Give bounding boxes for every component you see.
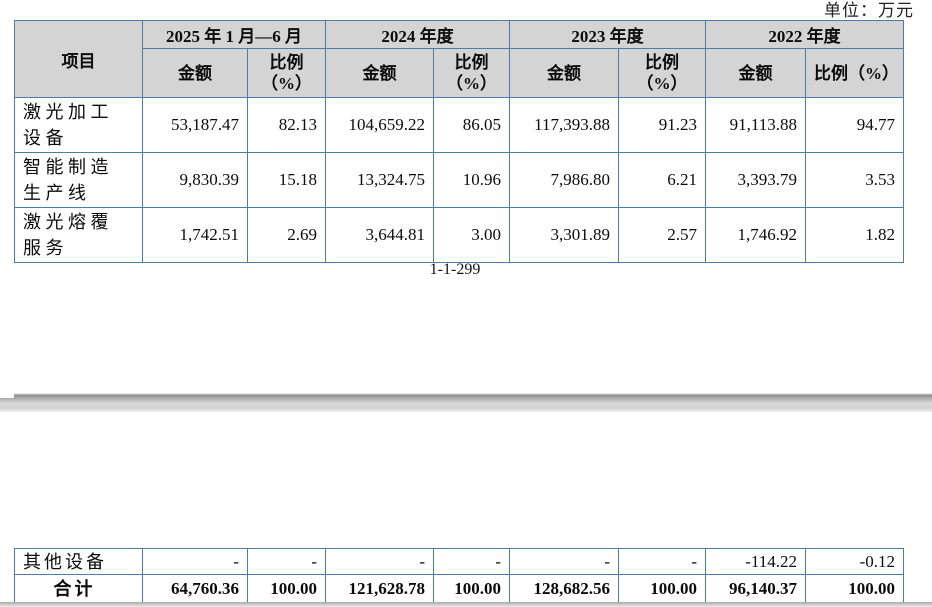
table-cell: 82.13 [247, 97, 326, 153]
table-cell: 100.00 [247, 574, 326, 604]
item-column-header: 项目 [14, 20, 143, 98]
table-cell: 13,324.75 [325, 152, 434, 208]
amount-header: 金额 [705, 48, 806, 98]
table-cell: 91.23 [618, 97, 706, 153]
table-cell: 2.69 [247, 207, 326, 263]
table-cell: 1,742.51 [142, 207, 248, 263]
table-row: 其他设备 - - - - - - -114.22 -0.12 [14, 548, 904, 575]
period-header-2023: 2023 年度 [509, 20, 706, 49]
ratio-header: 比例 （%） [247, 48, 326, 98]
amount-header: 金额 [325, 48, 434, 98]
table-cell: 100.00 [805, 574, 904, 604]
ratio-header: 比例（%） [805, 48, 904, 98]
ratio-header: 比例 （%） [618, 48, 706, 98]
table-cell: 128,682.56 [509, 574, 619, 604]
table-cell: 7,986.80 [509, 152, 619, 208]
table-cell: - [618, 548, 706, 575]
row-label: 智能制造生产线 [14, 152, 143, 208]
table-cell: 64,760.36 [142, 574, 248, 604]
page-number: 1-1-299 [429, 261, 481, 278]
table-cell: 10.96 [433, 152, 510, 208]
table-cell: -0.12 [805, 548, 904, 575]
table-cell: 3,301.89 [509, 207, 619, 263]
table-cell: 96,140.37 [705, 574, 806, 604]
table-cell: 117,393.88 [509, 97, 619, 153]
row-label: 激光加工设备 [14, 97, 143, 153]
row-label: 激光熔覆服务 [14, 207, 143, 263]
table-cell: 15.18 [247, 152, 326, 208]
amount-header: 金额 [509, 48, 619, 98]
ratio-header: 比例 （%） [433, 48, 510, 98]
table-cell: 86.05 [433, 97, 510, 153]
table-row: 激光加工设备 53,187.47 82.13 104,659.22 86.05 … [14, 97, 904, 153]
table-cell: 3.53 [805, 152, 904, 208]
revenue-table-top: 项目 2025 年 1 月—6 月 2024 年度 2023 年度 2022 年… [14, 20, 904, 263]
table-cell: - [325, 548, 434, 575]
table-cell: 9,830.39 [142, 152, 248, 208]
table-cell: 100.00 [618, 574, 706, 604]
table-cell: 53,187.47 [142, 97, 248, 153]
period-header-2022: 2022 年度 [705, 20, 904, 49]
table-cell: 1.82 [805, 207, 904, 263]
table-cell: 104,659.22 [325, 97, 434, 153]
page-break-notch [0, 393, 14, 398]
amount-header: 金额 [142, 48, 248, 98]
table-cell: 3,644.81 [325, 207, 434, 263]
table-row: 激光熔覆服务 1,742.51 2.69 3,644.81 3.00 3,301… [14, 207, 904, 263]
table-cell: - [142, 548, 248, 575]
table-cell: 2.57 [618, 207, 706, 263]
table-cell: 91,113.88 [705, 97, 806, 153]
period-header-2024: 2024 年度 [325, 20, 510, 49]
row-label: 其他设备 [14, 548, 143, 575]
revenue-table-bottom: 其他设备 - - - - - - -114.22 -0.12 合计 64,760… [14, 548, 904, 604]
table-cell: - [247, 548, 326, 575]
table-cell: 6.21 [618, 152, 706, 208]
table-cell: 94.77 [805, 97, 904, 153]
table-cell: - [509, 548, 619, 575]
table-row: 智能制造生产线 9,830.39 15.18 13,324.75 10.96 7… [14, 152, 904, 208]
table-cell: 3,393.79 [705, 152, 806, 208]
table-cell: - [433, 548, 510, 575]
table-cell: 3.00 [433, 207, 510, 263]
period-header-2025: 2025 年 1 月—6 月 [142, 20, 326, 49]
table-cell: 1,746.92 [705, 207, 806, 263]
table-cell: 100.00 [433, 574, 510, 604]
total-row: 合计 64,760.36 100.00 121,628.78 100.00 12… [14, 574, 904, 604]
total-row-label: 合计 [14, 574, 143, 604]
unit-label: 单位：万元 [824, 1, 914, 20]
page-break-separator [0, 393, 932, 412]
page-bottom-shadow [0, 602, 932, 607]
table-cell: -114.22 [705, 548, 806, 575]
table-cell: 121,628.78 [325, 574, 434, 604]
